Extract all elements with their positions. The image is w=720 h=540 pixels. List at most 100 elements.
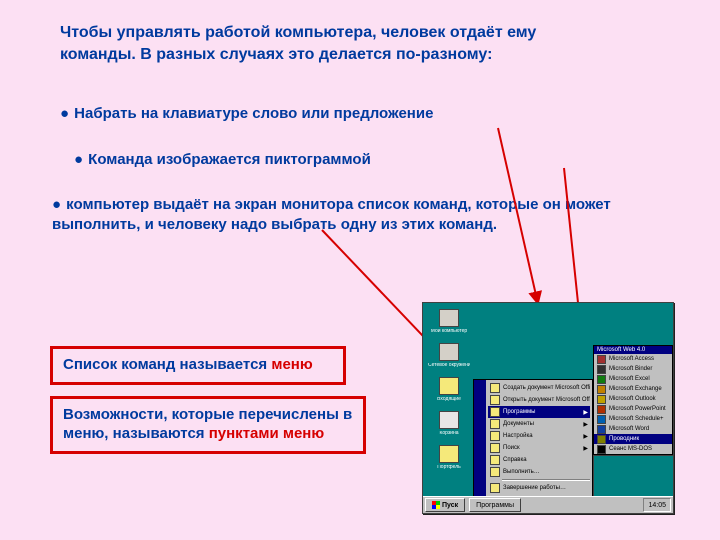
- menu-item-icon: [490, 455, 500, 465]
- tray-clock: 14:05: [648, 502, 666, 509]
- start-menu-item[interactable]: Завершение работы…: [488, 482, 590, 494]
- submenu-item[interactable]: Microsoft Exchange: [594, 384, 672, 394]
- start-menu-stripe: [474, 380, 486, 496]
- submenu-item-icon: [597, 405, 606, 414]
- desktop-icon-glyph: [439, 343, 459, 361]
- menu-item-icon: [490, 443, 500, 453]
- callout-items-kw: пунктами меню: [209, 425, 324, 442]
- start-button[interactable]: Пуск: [425, 498, 465, 512]
- submenu-item-label: Microsoft Outlook: [609, 396, 656, 402]
- submenu-item-icon: [597, 385, 606, 394]
- start-button-label: Пуск: [442, 502, 458, 509]
- desktop-icon-label: Мой компьютер: [431, 329, 467, 334]
- menu-item-label: Выполнить…: [503, 469, 540, 475]
- heading: Чтобы управлять работой компьютера, чело…: [60, 22, 590, 65]
- desktop-icon-glyph: [439, 411, 459, 429]
- start-menu-item[interactable]: Настройка▶: [488, 430, 590, 442]
- menu-item-label: Завершение работы…: [503, 485, 566, 491]
- bullet-dot: ●: [74, 150, 84, 170]
- callout-menu: Список команд называется меню: [50, 346, 346, 385]
- submenu-arrow-icon: ▶: [583, 421, 588, 428]
- submenu-item[interactable]: Microsoft PowerPoint: [594, 404, 672, 414]
- desktop-icon[interactable]: Мой компьютер: [429, 309, 469, 339]
- submenu-item-label: Microsoft Schedule+: [609, 416, 664, 422]
- submenu-item-icon: [597, 355, 606, 364]
- windows-flag-icon: [432, 501, 440, 509]
- submenu-item-label: Microsoft Word: [609, 426, 649, 432]
- desktop-icons: Мой компьютер Сетевое окружение Входящие Ко…: [429, 309, 471, 479]
- submenu-item-icon: [597, 435, 606, 444]
- desktop-icon-glyph: [439, 309, 459, 327]
- desktop-icon-label: Входящие: [437, 397, 461, 402]
- bullet-1: ● Набрать на клавиатуре слово или предло…: [60, 104, 540, 124]
- callout-menu-kw: меню: [271, 356, 312, 373]
- submenu-item[interactable]: Проводник: [594, 434, 672, 444]
- callout-menu-pre: Список команд называется: [63, 356, 271, 373]
- start-menu-item[interactable]: Создать документ Microsoft Office: [488, 382, 590, 394]
- start-menu-separator: [502, 479, 590, 481]
- submenu-item[interactable]: Сеанс MS-DOS: [594, 444, 672, 454]
- menu-item-icon: [490, 395, 500, 405]
- desktop-icon-label: Корзина: [439, 431, 458, 436]
- desktop-icon-label: Портфель: [437, 465, 461, 470]
- menu-item-icon: [490, 383, 500, 393]
- bullet-2-text: Команда изображается пиктограммой: [88, 151, 371, 168]
- submenu-item-label: Microsoft PowerPoint: [609, 406, 666, 412]
- system-tray[interactable]: 14:05: [643, 498, 671, 512]
- desktop-icon[interactable]: Сетевое окружение: [429, 343, 469, 373]
- start-menu[interactable]: Создать документ Microsoft Office Открыть…: [473, 379, 593, 497]
- desktop-icon-label: Сетевое окружение: [428, 363, 470, 368]
- bullet-3: ● компьютер выдаёт на экран монитора спи…: [52, 195, 632, 234]
- start-menu-item[interactable]: Поиск ▶: [488, 442, 590, 454]
- desktop-icon[interactable]: Портфель: [429, 445, 469, 475]
- callout-items: Возможности, которые перечислены в меню,…: [50, 396, 366, 454]
- arrow: [564, 168, 580, 322]
- menu-item-label: Справка: [503, 457, 527, 463]
- submenu-item[interactable]: Microsoft Schedule+: [594, 414, 672, 424]
- submenu-item[interactable]: Microsoft Access: [594, 354, 672, 364]
- submenu-item-icon: [597, 375, 606, 384]
- submenu-item-label: Проводник: [609, 436, 639, 442]
- submenu-arrow-icon: ▶: [583, 433, 588, 440]
- submenu-item-label: Microsoft Exchange: [609, 386, 662, 392]
- menu-item-label: Создать документ Microsoft Office: [503, 385, 590, 391]
- menu-item-icon: [490, 407, 500, 417]
- menu-item-icon: [490, 419, 500, 429]
- bullet-dot: ●: [60, 104, 70, 124]
- submenu-item-icon: [597, 415, 606, 424]
- submenu-item-label: Microsoft Access: [609, 356, 654, 362]
- submenu-title: Microsoft Web 4.0: [594, 346, 672, 354]
- menu-item-label: Поиск: [503, 445, 520, 451]
- submenu-item-icon: [597, 365, 606, 374]
- bullet-2: ● Команда изображается пиктограммой: [74, 150, 494, 170]
- taskbar[interactable]: Пуск Программы 14:05: [423, 496, 673, 513]
- submenu-item-label: Microsoft Binder: [609, 366, 652, 372]
- menu-item-label: Открыть документ Microsoft Office: [503, 397, 590, 403]
- submenu-item[interactable]: Microsoft Outlook: [594, 394, 672, 404]
- desktop-icon-glyph: [439, 445, 459, 463]
- start-menu-item[interactable]: Справка: [488, 454, 590, 466]
- desktop-icon-glyph: [439, 377, 459, 395]
- submenu-arrow-icon: ▶: [583, 445, 588, 452]
- menu-item-label: Программы: [503, 409, 535, 415]
- submenu-item[interactable]: Microsoft Word: [594, 424, 672, 434]
- submenu-item-icon: [597, 425, 606, 434]
- desktop-icon[interactable]: Корзина: [429, 411, 469, 441]
- bullet-1-text: Набрать на клавиатуре слово или предложе…: [74, 105, 433, 122]
- submenu-item[interactable]: Microsoft Binder: [594, 364, 672, 374]
- submenu-arrow-icon: ▶: [583, 409, 588, 416]
- programs-submenu[interactable]: Microsoft Web 4.0 Microsoft Access Micros…: [593, 345, 673, 455]
- start-menu-item[interactable]: Выполнить…: [488, 466, 590, 478]
- start-menu-item[interactable]: Открыть документ Microsoft Office: [488, 394, 590, 406]
- start-menu-item[interactable]: Программы ▶: [488, 406, 590, 418]
- submenu-item-label: Сеанс MS-DOS: [609, 446, 652, 452]
- submenu-item[interactable]: Microsoft Excel: [594, 374, 672, 384]
- menu-item-icon: [490, 467, 500, 477]
- submenu-item-icon: [597, 445, 606, 454]
- desktop-icon[interactable]: Входящие: [429, 377, 469, 407]
- start-menu-item[interactable]: Документы ▶: [488, 418, 590, 430]
- menu-item-label: Документы: [503, 421, 534, 427]
- menu-item-icon: [490, 483, 500, 493]
- taskbar-task[interactable]: Программы: [469, 498, 521, 512]
- menu-item-icon: [490, 431, 500, 441]
